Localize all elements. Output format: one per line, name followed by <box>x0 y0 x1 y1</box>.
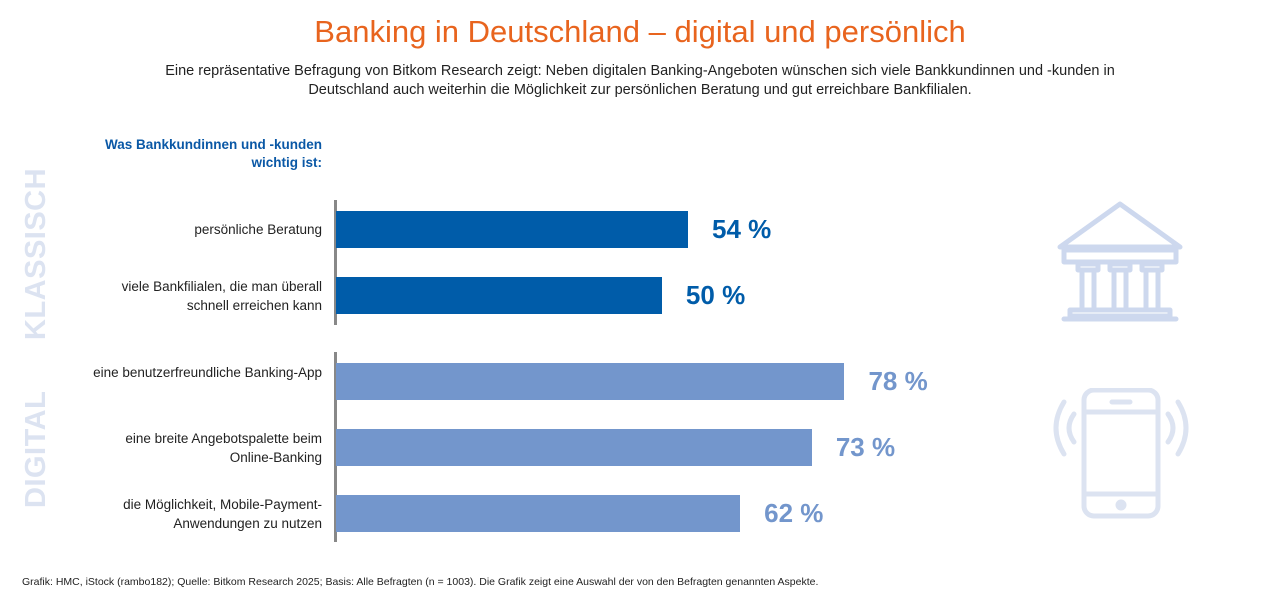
bar <box>336 363 845 400</box>
value-label: 73 % <box>835 432 896 462</box>
value-label: 54 % <box>712 214 772 244</box>
axis-line-digital <box>334 352 337 542</box>
value-label: 50 % <box>685 280 746 310</box>
bank-building-icon <box>1057 201 1183 322</box>
footer-source: Grafik: HMC, iStock (rambo182); Quelle: … <box>22 576 819 588</box>
category-label: viele Bankfilialen, die man überall schn… <box>121 279 322 313</box>
group-label-digital: DIGITAL <box>20 390 52 508</box>
axis-line-klassisch <box>334 200 337 325</box>
category-label: eine breite Angebotspalette beim Online-… <box>125 431 322 465</box>
bar <box>336 495 741 532</box>
value-label: 62 % <box>764 498 824 528</box>
bar <box>336 277 662 314</box>
category-label: eine benutzerfreundliche Banking-App <box>93 365 322 380</box>
category-label: die Möglichkeit, Mobile-Payment-Anwendun… <box>123 497 322 531</box>
bar <box>336 429 812 466</box>
value-label: 78 % <box>868 366 928 396</box>
question-label: Was Bankkundinnen und -kunden wichtig is… <box>104 137 322 170</box>
category-label: persönliche Beratung <box>194 222 322 237</box>
bar <box>336 211 688 248</box>
chart-title: Banking in Deutschland – digital und per… <box>314 14 966 49</box>
group-label-klassisch: KLASSISCH <box>20 167 52 340</box>
chart-subtitle: Eine repräsentative Befragung von Bitkom… <box>165 63 1115 98</box>
smartphone-vibrating-icon <box>1053 388 1189 519</box>
